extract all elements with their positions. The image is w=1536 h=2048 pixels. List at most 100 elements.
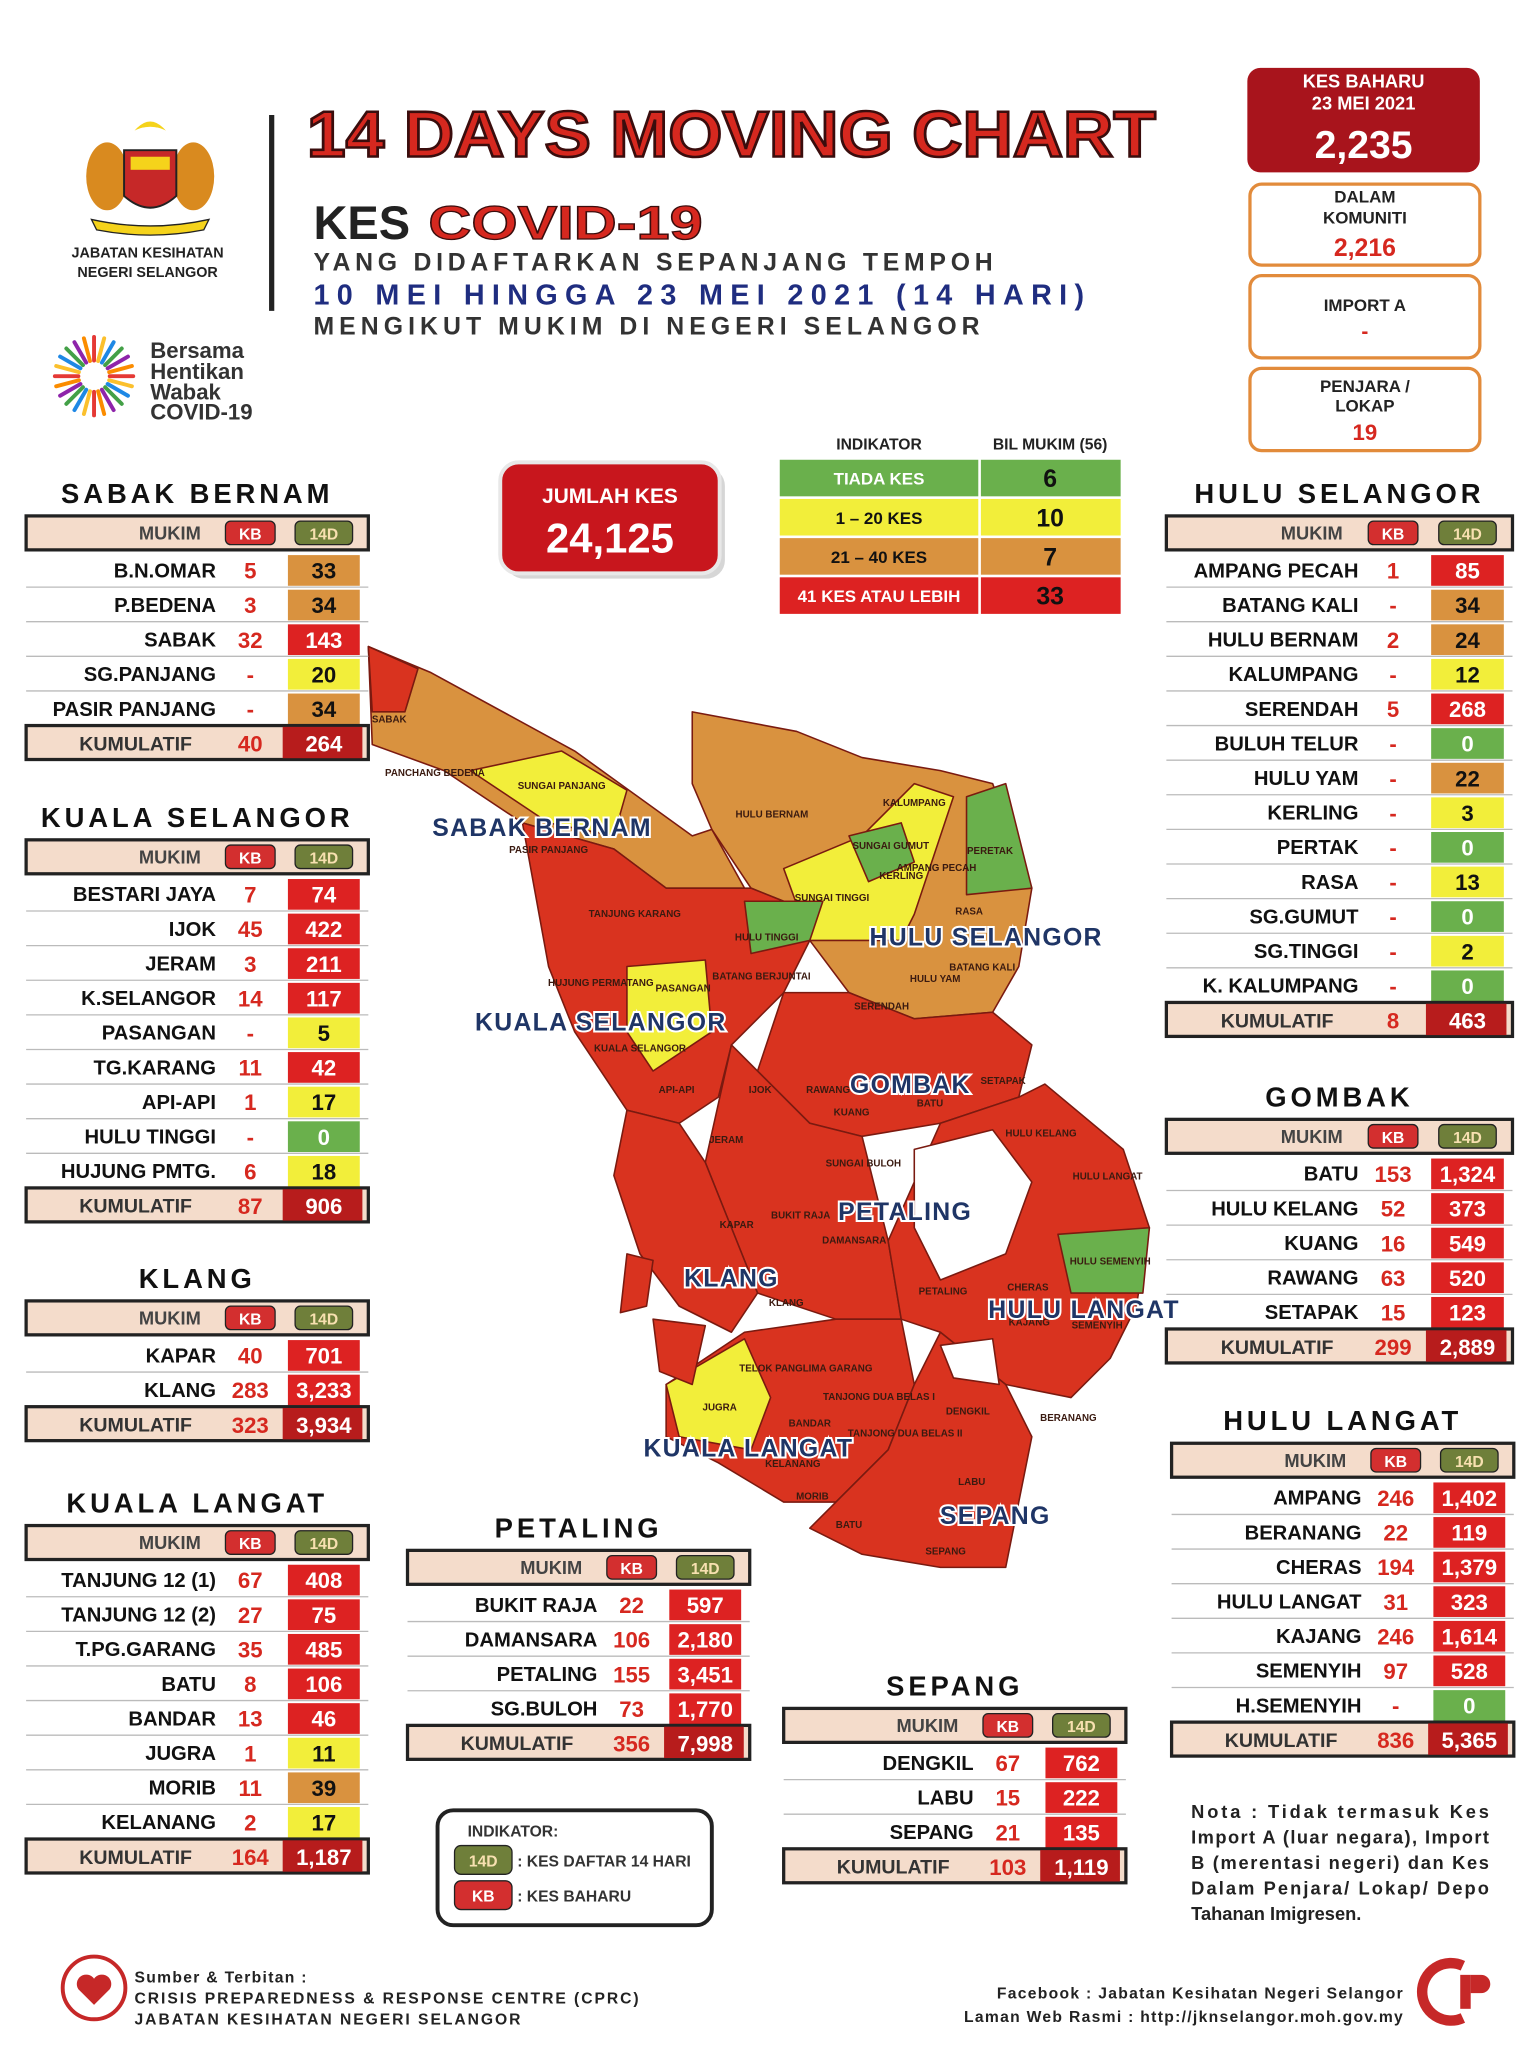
kb-value: 31: [1383, 1590, 1408, 1615]
mukim-name: RAWANG: [1267, 1268, 1358, 1290]
community-value: 2,216: [1334, 235, 1396, 262]
d14-cell: [1431, 797, 1504, 829]
kb-value: -: [1389, 593, 1396, 618]
header-kb: KB: [239, 1311, 262, 1328]
kb-value: 22: [619, 1593, 644, 1618]
note-line: Dalam Penjara/ Lokap/ Depo: [1191, 1878, 1489, 1899]
total-label: KUMULATIF: [461, 1733, 574, 1755]
total-label: KUMULATIF: [79, 1847, 192, 1869]
header-kb: KB: [1382, 526, 1405, 543]
d14-cell: [1433, 1690, 1506, 1721]
mukim-name: KLANG: [144, 1380, 216, 1402]
logo-ray: [81, 336, 92, 363]
d14-value: 74: [311, 883, 336, 908]
logo-ray: [58, 354, 83, 371]
total-d14: 5,365: [1442, 1728, 1498, 1753]
legend-14d-tag: [453, 1844, 513, 1875]
map-mukim-label: HULU BERNAM: [736, 810, 809, 821]
kb-value: 16: [1381, 1231, 1406, 1256]
d14-value: 520: [1449, 1266, 1486, 1291]
agency-name: JABATAN KESIHATAN: [72, 245, 224, 261]
kb-value: 5: [1387, 697, 1399, 722]
header-14d-tag: [1438, 1123, 1497, 1149]
d14-value: 211: [306, 952, 342, 977]
map-mukim-label: PASANGAN: [655, 983, 710, 994]
map-region: [652, 1318, 707, 1386]
map-mukim-label: BATANG BERJUNTAI: [712, 972, 811, 983]
logo-ray: [81, 389, 92, 416]
mukim-name: HULU LANGAT: [1217, 1591, 1362, 1613]
footer-web: Laman Web Rasmi : http://jknselangor.moh…: [964, 2009, 1404, 2026]
map-region: [1057, 1226, 1151, 1294]
kb-value: -: [1389, 732, 1396, 757]
d14-cell: [287, 913, 360, 945]
map-region: [613, 1109, 759, 1334]
community-box: [1248, 182, 1482, 267]
mukim-name: T.PG.GARANG: [76, 1639, 217, 1661]
header-kb-tag: [1367, 520, 1419, 546]
logo-ray: [64, 346, 85, 368]
d14-value: 222: [1063, 1786, 1100, 1811]
mukim-name: HULU KELANG: [1211, 1198, 1358, 1220]
d14-value: 1,324: [1440, 1162, 1496, 1187]
map-mukim-label: BERANANG: [1040, 1413, 1097, 1424]
total-label: KUMULATIF: [79, 1415, 192, 1437]
kb-value: -: [1389, 836, 1396, 861]
legend-item: : KES BAHARU: [517, 1889, 631, 1906]
kb-value: 52: [1381, 1197, 1406, 1222]
logo-ray: [107, 378, 134, 389]
main-title: 14 DAYS MOVING CHART: [307, 98, 1156, 171]
mukim-name: TG.KARANG: [94, 1057, 217, 1079]
d14-cell: [287, 879, 360, 910]
map-mukim-label: PETALING: [919, 1286, 968, 1297]
header-mukim: MUKIM: [1281, 522, 1343, 543]
d14-cell: [1431, 901, 1504, 932]
kb-value: 13: [238, 1707, 263, 1732]
mukim-name: BATU: [161, 1674, 216, 1696]
map-mukim-label: KALUMPANG: [883, 798, 946, 809]
mukim-name: HUJUNG PMTG.: [61, 1161, 216, 1183]
footer-source-label: Sumber & Terbitan :: [135, 1970, 308, 1987]
mukim-name: DAMANSARA: [465, 1629, 598, 1651]
d14-value: 0: [1461, 905, 1473, 930]
d14-cell: [287, 1564, 360, 1596]
map-mukim-label: PANCHANG BEDENA: [385, 768, 485, 779]
d14-value: 46: [311, 1707, 336, 1732]
d14-value: 701: [305, 1344, 342, 1369]
district-title: KUALA LANGAT: [66, 1487, 328, 1518]
header-kb: KB: [239, 526, 262, 543]
prison-label: PENJARA /: [1320, 377, 1410, 396]
indicator-cell: [779, 498, 979, 536]
d14-value: 323: [1451, 1590, 1488, 1615]
total-d14-cell: [1425, 1003, 1507, 1036]
d14-value: 75: [311, 1603, 336, 1628]
d14-value: 549: [1449, 1231, 1486, 1256]
total-d14: 264: [305, 732, 343, 757]
d14-value: 2,180: [677, 1628, 733, 1653]
header-kb: KB: [1384, 1454, 1407, 1471]
map-mukim-label: DENGKIL: [946, 1407, 990, 1418]
campaign-logo: [52, 335, 136, 418]
indicator-header: BIL MUKIM (56): [993, 436, 1108, 453]
d14-cell: [287, 1340, 360, 1371]
total-d14: 3,934: [296, 1413, 352, 1438]
map-mukim-label: TANJONG DUA BELAS I: [823, 1392, 935, 1403]
kb-value: 194: [1377, 1555, 1415, 1580]
header-14d-tag: [294, 844, 354, 870]
map-mukim-label: TANJONG DUA BELAS II: [848, 1429, 963, 1440]
map-district-label: HULU SELANGOR: [869, 925, 1102, 952]
import-value: -: [1361, 320, 1368, 343]
d14-value: 3: [1461, 801, 1473, 826]
d14-value: 1,770: [677, 1697, 733, 1722]
new-cases-total: 2,235: [1315, 124, 1413, 167]
kb-value: 15: [995, 1786, 1020, 1811]
d14-cell: [1045, 1816, 1118, 1848]
d14-value: 143: [305, 628, 342, 653]
d14-value: 0: [1461, 974, 1473, 999]
map-mukim-label: KAPAR: [720, 1220, 754, 1231]
kb-value: 3: [244, 593, 256, 618]
indicator-cell: [980, 538, 1121, 575]
mukim-name: DENGKIL: [883, 1753, 974, 1775]
map-region: [913, 1129, 1033, 1281]
mukim-name: IJOK: [169, 919, 217, 941]
